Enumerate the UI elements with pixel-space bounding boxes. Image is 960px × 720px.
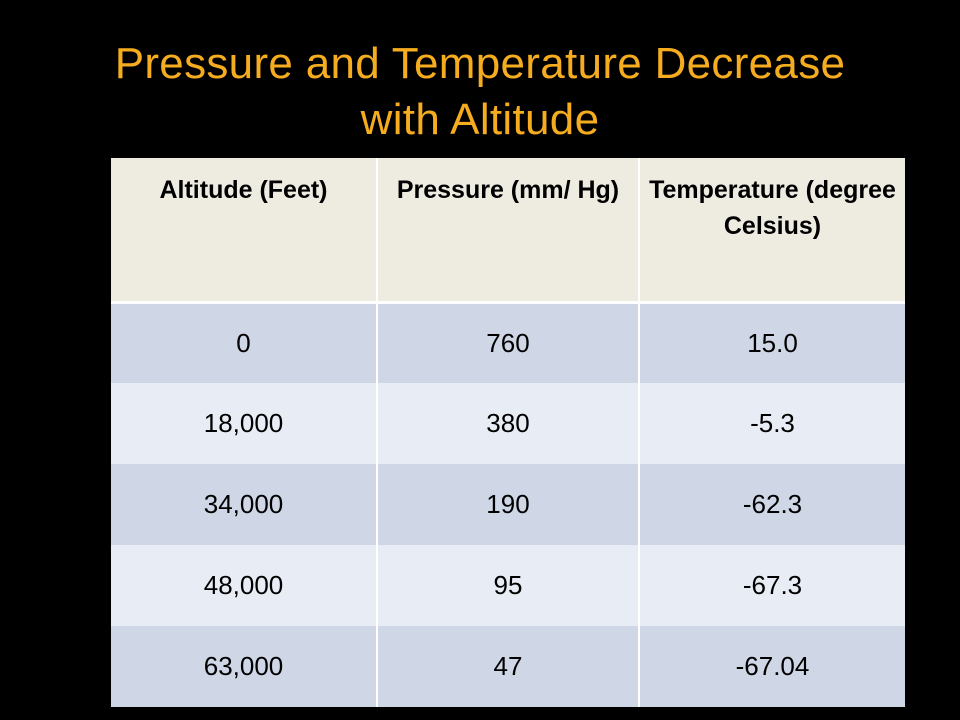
cell-altitude: 63,000 <box>111 626 377 707</box>
cell-pressure: 47 <box>376 626 639 707</box>
cell-temperature: -67.3 <box>638 545 905 626</box>
table-header-row: Altitude (Feet) Pressure (mm/ Hg) Temper… <box>111 158 905 304</box>
cell-temperature: -62.3 <box>638 464 905 545</box>
table-row: 48,000 95 -67.3 <box>111 545 905 626</box>
slide-title-line-2: with Altitude <box>360 95 600 144</box>
cell-temperature: -5.3 <box>638 383 905 464</box>
cell-altitude: 48,000 <box>111 545 377 626</box>
cell-pressure: 760 <box>376 302 639 383</box>
cell-temperature: 15.0 <box>638 302 905 383</box>
cell-pressure: 380 <box>376 383 639 464</box>
slide-title: Pressure and Temperature Decrease with A… <box>60 36 900 148</box>
slide-title-line-1: Pressure and Temperature Decrease <box>114 39 846 88</box>
header-temperature: Temperature (degree Celsius) <box>638 158 905 304</box>
altitude-data-table: Altitude (Feet) Pressure (mm/ Hg) Temper… <box>111 158 905 707</box>
table-row: 18,000 380 -5.3 <box>111 383 905 464</box>
table-row: 63,000 47 -67.04 <box>111 626 905 707</box>
header-altitude: Altitude (Feet) <box>111 158 377 304</box>
cell-altitude: 0 <box>111 302 377 383</box>
cell-altitude: 18,000 <box>111 383 377 464</box>
cell-pressure: 95 <box>376 545 639 626</box>
cell-temperature: -67.04 <box>638 626 905 707</box>
table-row: 34,000 190 -62.3 <box>111 464 905 545</box>
cell-altitude: 34,000 <box>111 464 377 545</box>
cell-pressure: 190 <box>376 464 639 545</box>
table-row: 0 760 15.0 <box>111 302 905 383</box>
header-pressure: Pressure (mm/ Hg) <box>376 158 639 304</box>
